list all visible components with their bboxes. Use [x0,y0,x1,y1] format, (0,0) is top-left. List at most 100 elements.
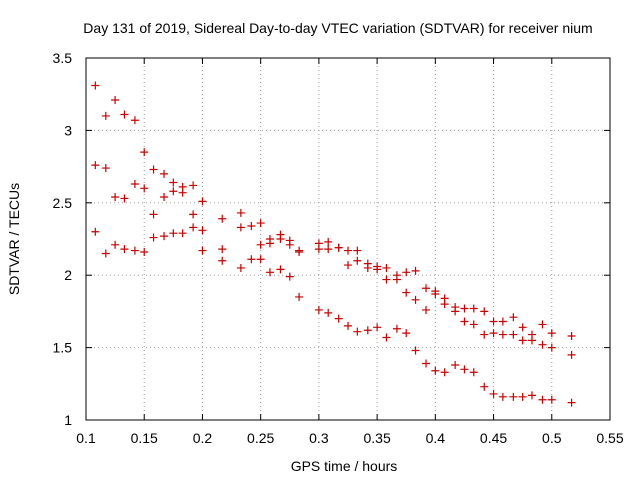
data-point [509,313,518,322]
data-point [160,232,169,241]
data-point [547,395,556,404]
data-point [189,181,198,190]
data-point [538,320,547,329]
data-point [373,265,382,274]
data-point [91,81,100,90]
data-point [130,246,139,255]
data-point [518,392,527,401]
data-point [498,330,507,339]
data-point [189,210,198,219]
data-point [344,261,352,270]
data-point [460,317,469,326]
data-point [402,268,411,277]
data-point [236,223,245,232]
x-tick-label: 0.45 [480,430,507,446]
data-point [218,256,227,265]
data-point [120,110,129,119]
data-point [518,323,527,332]
data-point [489,317,498,326]
x-tick-label: 0.15 [131,430,158,446]
data-point [422,305,431,314]
data-point [265,268,274,277]
y-tick-label: 1.5 [53,340,73,356]
axis-ticks: 0.1 0.15 0.2 0.25 0.3 0.35 0.4 0.45 0.5 0.55 1 1.5 2… [53,50,624,446]
data-point [247,255,256,264]
data-point [353,246,362,255]
data-point [120,194,129,203]
data-point [480,382,489,391]
data-point [422,359,431,368]
data-point [344,246,352,255]
data-point [538,395,547,404]
data-point [363,326,372,335]
y-tick-label: 2 [64,267,72,283]
y-tick-label: 3.5 [53,50,73,66]
data-point [451,360,460,369]
data-point [285,272,294,281]
y-tick-label: 2.5 [53,195,73,211]
data-point [130,179,139,188]
data-point [160,169,169,178]
data-point [469,320,478,329]
data-point [363,263,372,272]
data-point [498,392,507,401]
data-point [247,221,256,230]
data-point [198,226,207,235]
x-tick-label: 0.35 [363,430,390,446]
data-point [218,214,227,223]
data-point [324,245,333,254]
data-point [334,243,343,252]
data-point [402,288,411,297]
data-point [314,245,323,254]
data-point [276,265,285,274]
data-point [295,248,304,257]
data-point [460,304,469,313]
data-point [431,366,440,375]
data-point [218,245,227,254]
data-point [160,193,169,202]
data-point [344,321,352,330]
data-point [91,161,100,170]
data-point [518,336,527,345]
data-point [169,187,178,196]
data-point [140,248,149,257]
data-point [392,275,401,284]
data-point [324,308,333,317]
data-point [469,368,478,377]
data-point [440,300,449,309]
data-point [178,229,187,238]
data-point [120,245,129,254]
data-point [353,256,362,265]
data-point [469,304,478,313]
data-point [422,284,431,293]
data-point [411,266,420,275]
data-point [189,223,198,232]
data-point [382,263,391,272]
y-tick-label: 3 [64,122,72,138]
data-point [411,295,420,304]
x-tick-label: 0.2 [193,430,213,446]
x-tick-label: 0.3 [309,430,329,446]
data-point [567,398,576,407]
data-point [402,329,411,338]
x-tick-label: 0.25 [247,430,274,446]
data-point [91,227,100,236]
data-point [178,188,187,197]
data-point [111,193,120,202]
x-tick-label: 0.55 [596,430,623,446]
data-point [509,392,518,401]
data-point [480,307,489,316]
plot-frame [85,57,611,421]
y-axis-label: SDTVAR / TECUs [6,183,22,295]
data-point [111,95,120,104]
data-point [140,184,149,193]
data-point [149,233,158,242]
data-point [101,164,110,173]
data-point [480,330,489,339]
data-point [411,346,420,355]
data-point [538,340,547,349]
data-point [149,165,158,174]
data-point [489,329,498,338]
data-point [567,332,576,341]
data-point [547,343,556,352]
